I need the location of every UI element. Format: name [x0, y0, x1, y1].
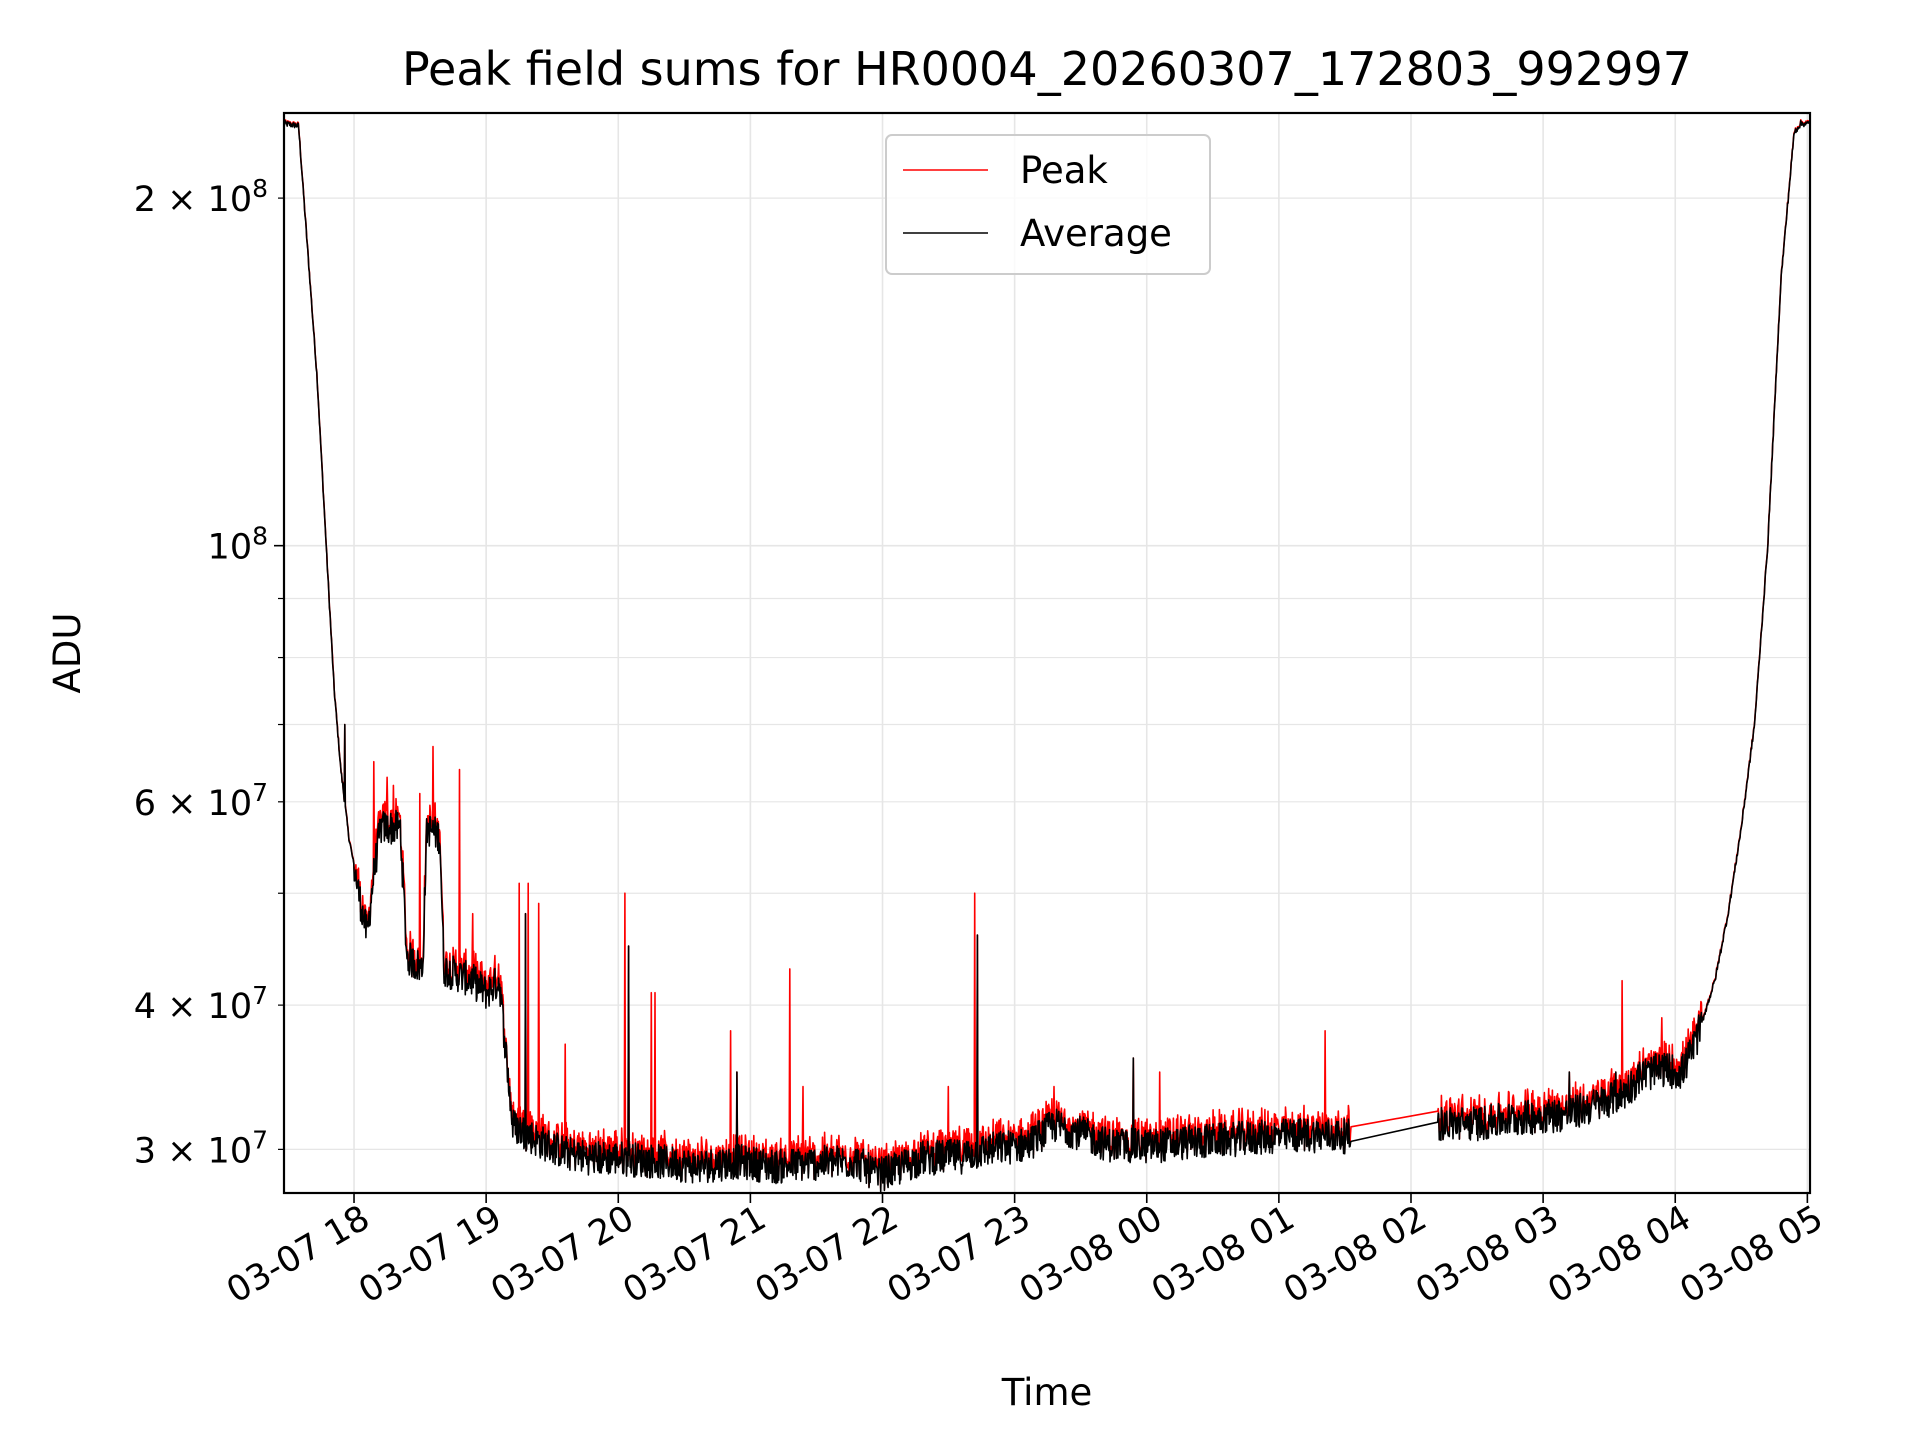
plot-frame	[282, 111, 1812, 1195]
y-tick-label: 4 × 107	[134, 981, 268, 1027]
y-tick-label: 6 × 107	[134, 778, 268, 824]
legend: Peak Average	[885, 134, 1211, 275]
legend-label-average: Average	[1020, 212, 1172, 255]
legend-label-peak: Peak	[1020, 149, 1108, 192]
grid-lines	[284, 113, 1810, 1193]
y-tick-label: 108	[208, 522, 268, 568]
y-axis-label: ADU	[46, 613, 89, 694]
y-tick-label: 2 × 108	[134, 174, 268, 220]
series-line-average	[284, 120, 1810, 1193]
x-axis-label: Time	[1001, 1371, 1093, 1414]
plot-series-area	[284, 119, 1810, 1193]
chart-title: Peak field sums for HR0004_20260307_1728…	[402, 42, 1692, 96]
y-tick-label: 3 × 107	[134, 1125, 268, 1171]
